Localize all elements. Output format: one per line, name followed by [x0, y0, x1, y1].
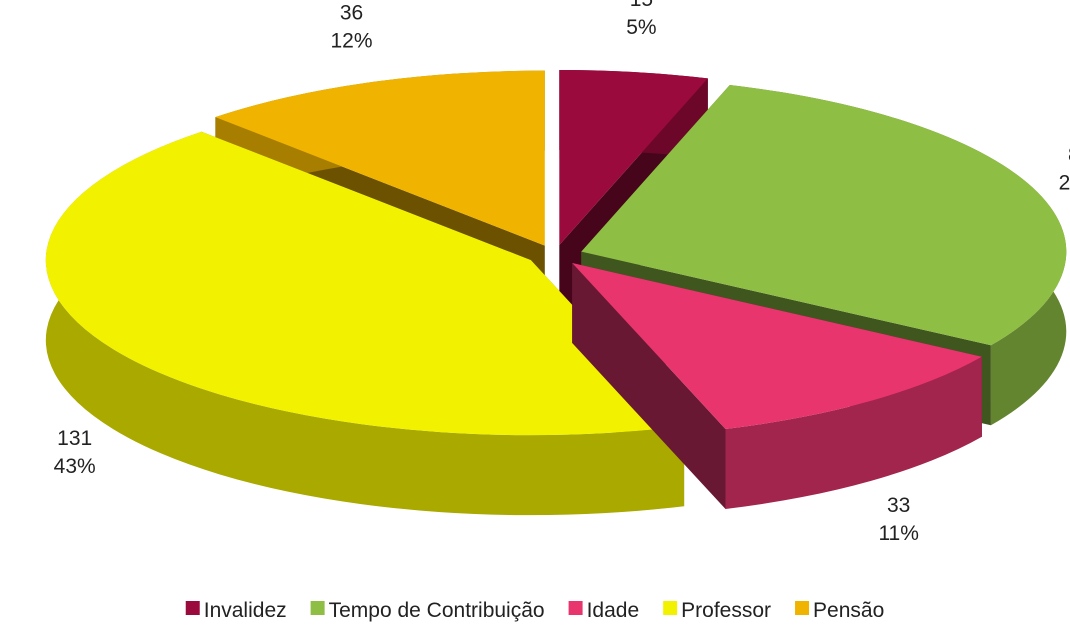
legend-label: Professor: [681, 599, 771, 622]
slice: [45, 131, 685, 436]
data-label: 88: [1068, 143, 1070, 166]
percent-label: 12%: [331, 29, 373, 52]
legend-label: Pensão: [813, 599, 884, 622]
slice-side: [45, 131, 685, 516]
legend-label: Invalidez: [204, 599, 287, 622]
percent-label: 29%: [1059, 171, 1070, 194]
slice: [581, 85, 1067, 346]
legend-swatch: [568, 601, 583, 615]
legend-swatch: [310, 601, 325, 615]
percent-label: 43%: [54, 455, 96, 478]
data-label: 36: [340, 1, 363, 24]
legend-swatch: [185, 601, 200, 615]
slice: [572, 263, 982, 429]
data-label: 33: [887, 494, 910, 517]
slice: [215, 70, 545, 246]
legend: Invalidez Tempo de Contribuição Idade Profe…: [185, 599, 884, 622]
slice: [559, 69, 708, 245]
legend-label: Tempo de Contribuição: [329, 599, 545, 622]
slice-side: [725, 356, 982, 509]
data-label: 15: [630, 0, 653, 11]
data-label: 131: [57, 427, 92, 450]
percent-label: 5%: [626, 16, 656, 39]
legend-label: Idade: [587, 599, 640, 622]
legend-swatch: [795, 601, 810, 615]
slice-side: [572, 263, 726, 509]
legend-swatch: [663, 601, 678, 615]
percent-label: 11%: [878, 522, 918, 545]
